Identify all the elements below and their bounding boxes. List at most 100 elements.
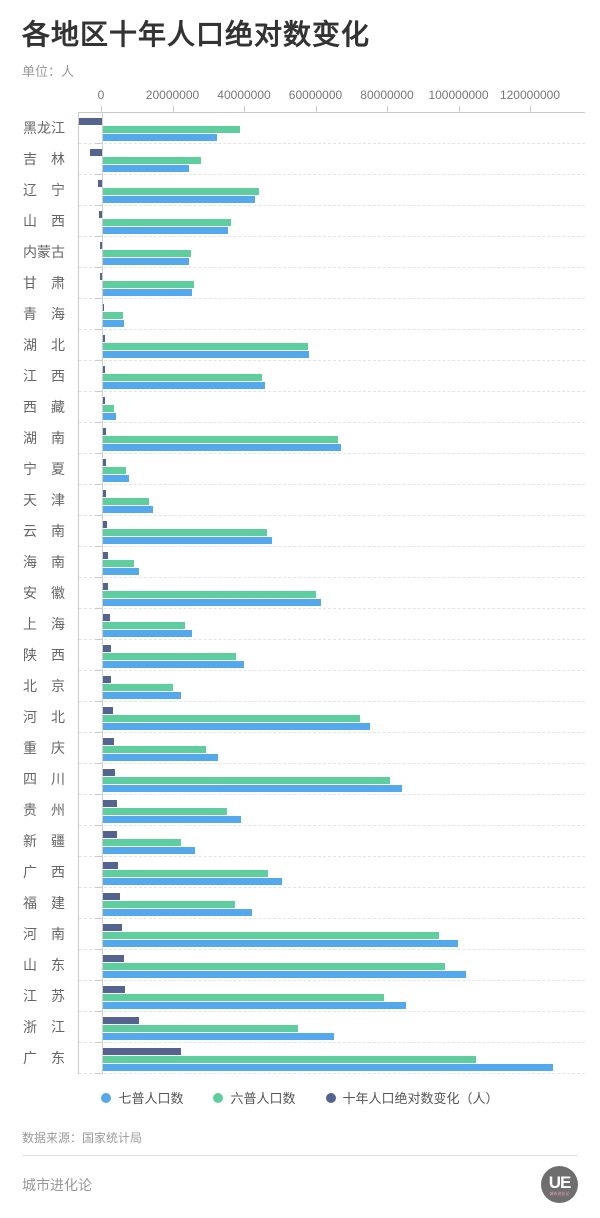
bar-change: [103, 986, 125, 993]
chart-title: 各地区十年人口绝对数变化: [22, 19, 371, 50]
chart-card: 各地区十年人口绝对数变化 单位：人 0 20000000 40000000 60000…: [0, 18, 600, 1218]
category-tick-mark: [95, 484, 103, 485]
province-row: 湖 北: [23, 330, 585, 361]
bar-census7: [103, 320, 125, 327]
province-row: 内蒙古: [23, 237, 585, 268]
bar-change: [103, 800, 117, 807]
bar-census7: [103, 630, 192, 637]
bar-census6: [103, 746, 207, 753]
legend-label: 六普人口数: [230, 1091, 296, 1106]
bar-change: [103, 335, 105, 342]
province-label: 北 京: [23, 678, 65, 694]
bar-census6: [103, 343, 308, 350]
province-row: 重 庆: [23, 733, 585, 764]
bar-change: [103, 521, 108, 528]
bar-change: [103, 490, 107, 497]
category-tick-mark: [95, 949, 103, 950]
footer-divider: [22, 1155, 578, 1156]
province-row: 广 东: [23, 1043, 585, 1074]
province-row: 上 海: [23, 609, 585, 640]
bar-change: [103, 1017, 140, 1024]
bar-change: [103, 397, 106, 404]
data-source-label: 数据来源：国家统计局: [22, 1131, 143, 1145]
category-tick-mark: [95, 298, 103, 299]
legend-item[interactable]: 六普人口数: [213, 1088, 296, 1107]
province-row: 广 西: [23, 857, 585, 888]
bar-census6: [103, 808, 228, 815]
province-label: 海 南: [23, 554, 65, 570]
bar-census7: [103, 134, 217, 141]
bar-change: [103, 738, 115, 745]
province-label: 湖 南: [23, 430, 65, 446]
bar-change: [103, 614, 110, 621]
province-row: 福 建: [23, 888, 585, 919]
bar-change: [97, 180, 102, 187]
province-label: 广 东: [23, 1050, 65, 1066]
bar-census7: [103, 878, 283, 885]
bar-census7: [103, 382, 265, 389]
province-label: 广 西: [23, 864, 65, 880]
logo-subtext: 城市进化论: [549, 1190, 570, 1196]
province-label: 上 海: [23, 616, 65, 632]
bar-change: [103, 428, 106, 435]
bar-census7: [103, 940, 459, 947]
province-row: 湖 南: [23, 423, 585, 454]
legend-item[interactable]: 七普人口数: [101, 1088, 183, 1107]
bar-census7: [103, 506, 153, 513]
province-label: 江 西: [23, 368, 65, 384]
bar-census7: [103, 568, 140, 575]
x-tick-mark: [315, 106, 317, 112]
bar-census6: [103, 281, 195, 288]
legend-dot-icon: [325, 1092, 336, 1103]
province-row: 新 疆: [23, 826, 585, 857]
province-row: 青 海: [23, 299, 585, 330]
category-tick-mark: [95, 236, 103, 237]
bar-change: [103, 676, 112, 683]
province-row: 天 津: [23, 485, 585, 516]
bar-census6: [103, 1025, 298, 1032]
population-bar-chart: 0 20000000 40000000 60000000 80000000 1000000…: [0, 86, 600, 1074]
bar-census7: [103, 599, 322, 606]
plot-area: 黑龙江吉 林辽 宁山 西内蒙古甘 肃青 海湖 北江 西西 藏湖 南宁 夏天 津云…: [23, 112, 585, 1074]
bar-census6: [103, 994, 385, 1001]
logo-text: UE: [548, 1172, 572, 1192]
bar-census6: [103, 250, 192, 257]
bar-census7: [103, 1064, 554, 1071]
province-row: 云 南: [23, 516, 585, 547]
category-tick-mark: [95, 267, 103, 268]
category-tick-mark: [95, 143, 103, 144]
bar-census6: [103, 560, 134, 567]
bar-census6: [103, 901, 235, 908]
bar-census6: [103, 405, 114, 412]
category-tick-mark: [95, 422, 103, 423]
x-tick-label: 0: [97, 88, 105, 102]
bar-census7: [103, 754, 218, 761]
bar-change: [103, 1048, 181, 1055]
bar-census6: [103, 219, 231, 226]
category-tick-mark: [95, 453, 103, 454]
footer: 城市进化论 UE 城市进化论: [22, 1166, 578, 1203]
category-tick-mark: [95, 670, 103, 671]
category-tick-mark: [95, 763, 103, 764]
category-tick-mark: [95, 856, 103, 857]
province-row: 安 徽: [23, 578, 585, 609]
category-tick-mark: [95, 980, 103, 981]
bar-census6: [103, 653, 237, 660]
bar-change: [103, 552, 109, 559]
x-tick-mark: [458, 106, 460, 112]
province-label: 福 建: [23, 895, 65, 911]
brand-name: 城市进化论: [22, 1176, 92, 1193]
category-tick-mark: [95, 546, 103, 547]
bar-census7: [103, 413, 117, 420]
legend-item[interactable]: 十年人口绝对数变化（人）: [325, 1088, 499, 1107]
province-label: 河 南: [23, 926, 65, 942]
province-row: 黑龙江: [23, 113, 585, 144]
province-row: 海 南: [23, 547, 585, 578]
bar-census7: [103, 475, 129, 482]
province-label: 辽 宁: [23, 182, 65, 198]
bar-change: [103, 645, 111, 652]
bar-change: [89, 149, 102, 156]
category-tick-mark: [95, 174, 103, 175]
bar-census7: [103, 661, 245, 668]
bar-census6: [103, 684, 174, 691]
